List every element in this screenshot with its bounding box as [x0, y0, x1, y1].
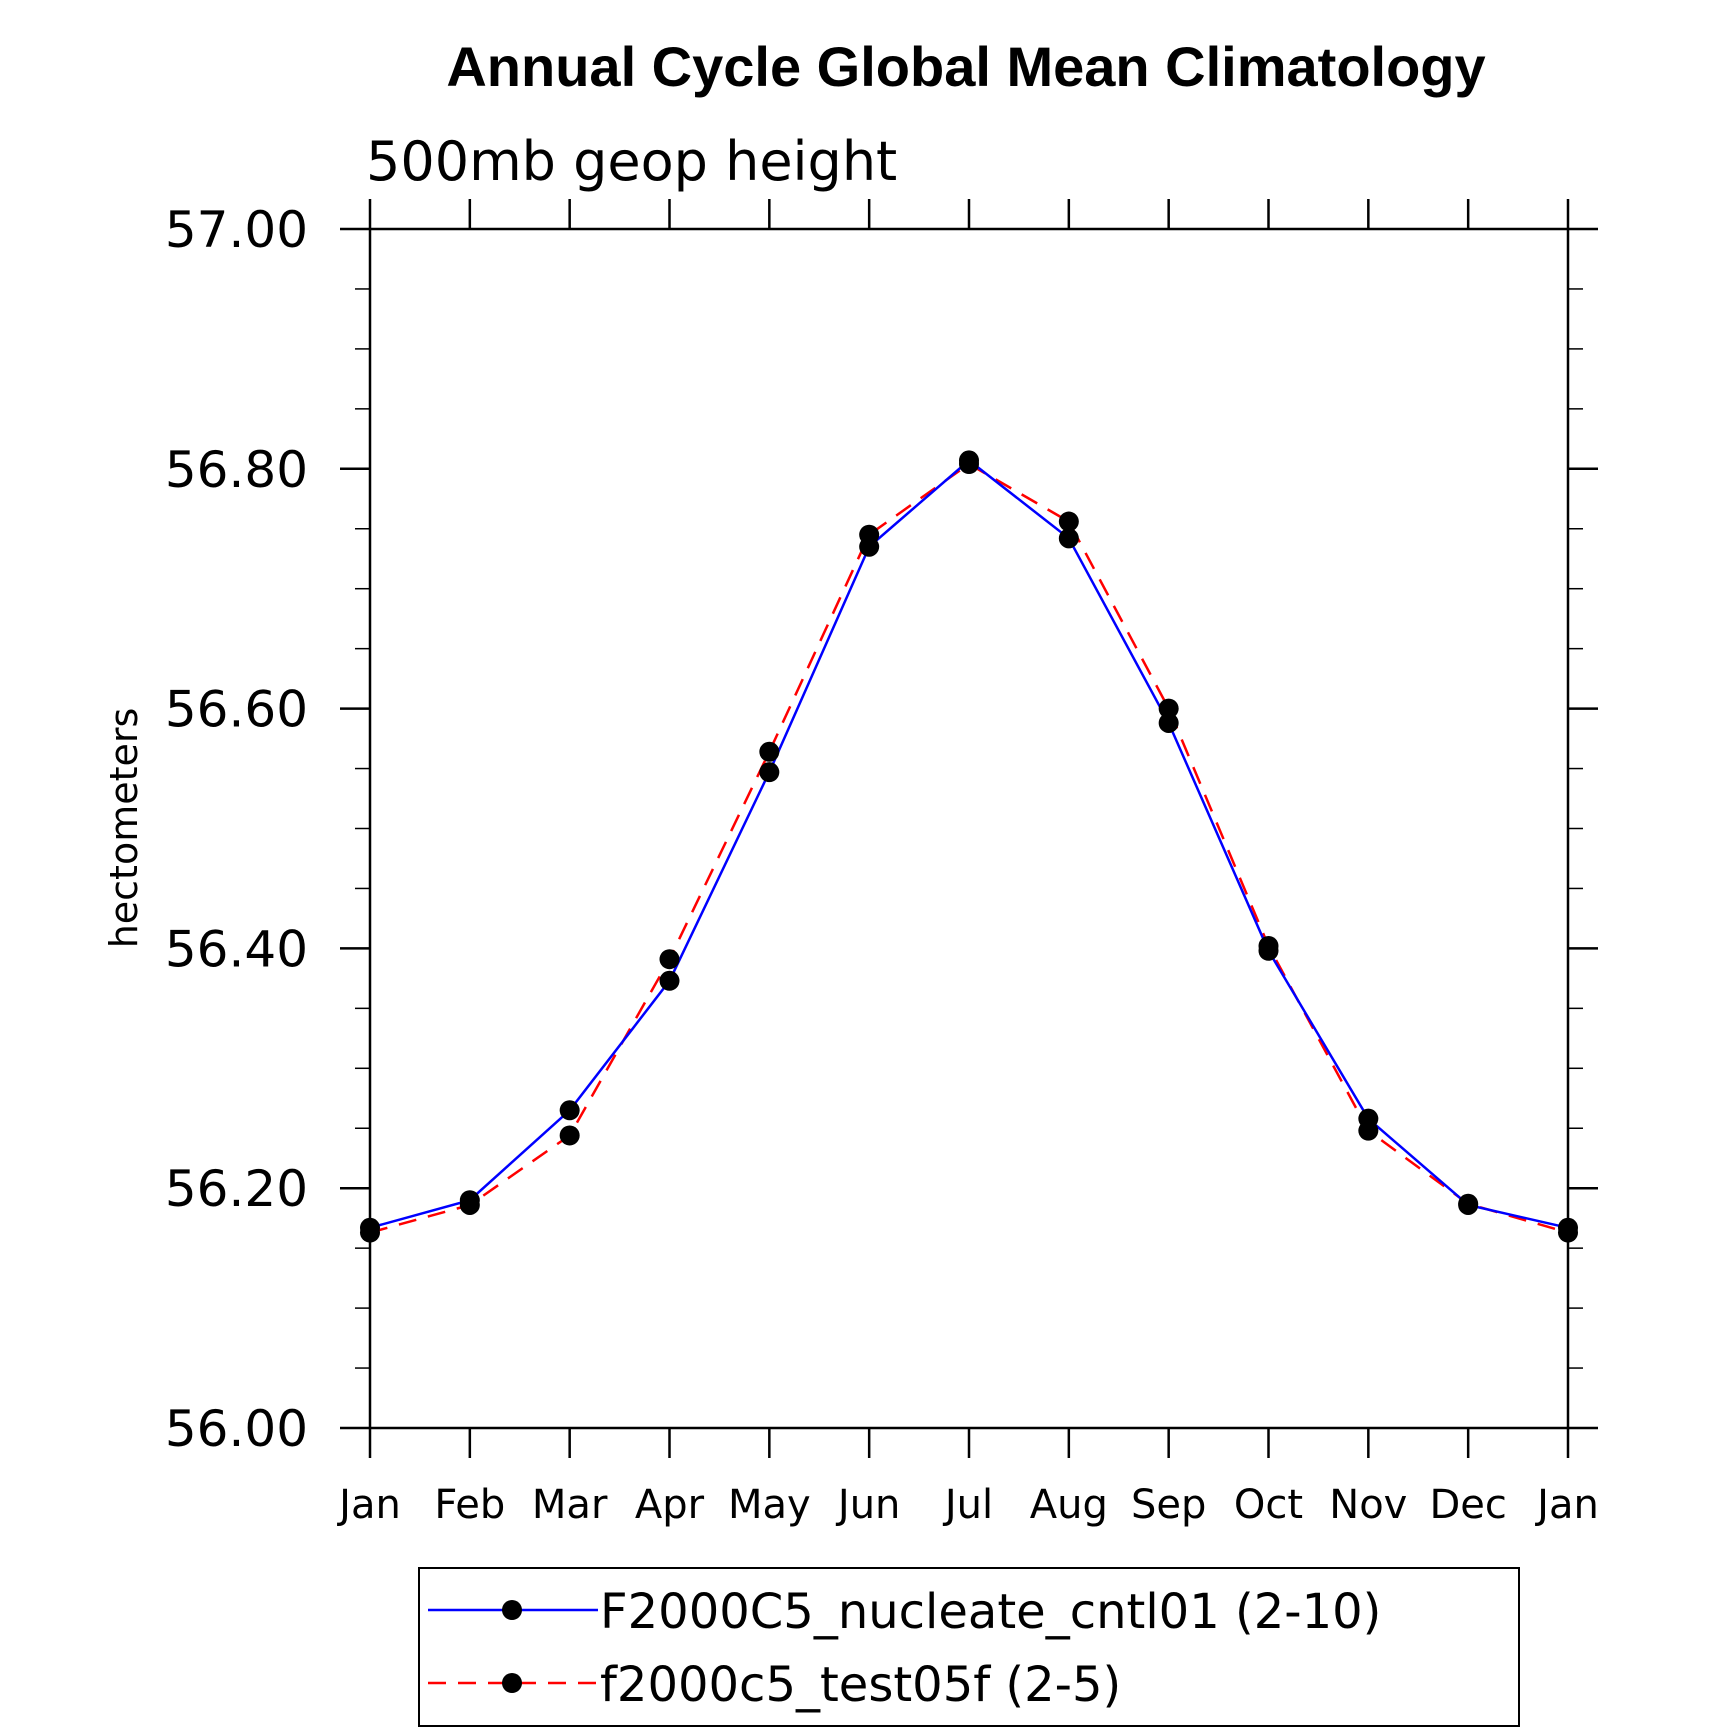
series-2-point: [1258, 936, 1279, 957]
legend-marker-series-2: [502, 1673, 522, 1693]
x-tick-label: Mar: [532, 1482, 608, 1528]
x-tick-label: Oct: [1234, 1482, 1303, 1528]
y-tick-label: 56.60: [165, 681, 308, 739]
series-2-point: [1558, 1222, 1578, 1243]
chart-subtitle: 500mb geop height: [366, 130, 897, 193]
x-tick-label: Sep: [1131, 1482, 1206, 1528]
legend: F2000C5_nucleate_cntl01 (2-10) f2000c5_t…: [418, 1567, 1520, 1727]
series-1-point: [659, 970, 680, 991]
legend-box: [418, 1567, 1520, 1727]
series-layer: [360, 450, 1578, 1243]
series-line-1: [369, 458, 1569, 1230]
legend-label-series-1: F2000C5_nucleate_cntl01 (2-10): [600, 1584, 1381, 1640]
series-1-point: [1158, 712, 1179, 733]
series-2-point: [859, 524, 880, 545]
y-tick-label: 56.00: [165, 1400, 308, 1458]
series-2-point: [1158, 698, 1179, 719]
x-tick-label: Jul: [942, 1482, 993, 1528]
x-tick-label: Jan: [1534, 1482, 1599, 1528]
x-tick-label: Aug: [1030, 1482, 1108, 1528]
x-tick-label: Nov: [1329, 1482, 1407, 1528]
series-1-point: [1058, 528, 1079, 549]
y-tick-label: 56.80: [165, 441, 308, 499]
x-tick-label: May: [728, 1482, 811, 1528]
y-axis-ticks: 56.00 56.20 56.40 56.60 56.80 57.00: [165, 201, 1598, 1458]
series-2-point: [360, 1222, 380, 1243]
series-2-point: [1358, 1120, 1379, 1141]
series-2-point: [559, 1125, 580, 1146]
series-2-point: [459, 1194, 480, 1215]
y-axis-label: hectometers: [102, 708, 146, 949]
y-tick-label: 57.00: [165, 201, 308, 259]
x-tick-label: Jun: [835, 1482, 901, 1528]
x-tick-label: Feb: [434, 1482, 505, 1528]
series-2-point: [1458, 1193, 1479, 1214]
series-1-point: [759, 762, 780, 783]
series-2-point: [959, 454, 979, 475]
chart-title: Annual Cycle Global Mean Climatology: [446, 35, 1485, 98]
x-tick-label: Apr: [635, 1482, 705, 1528]
series-2-point: [1058, 511, 1079, 532]
y-tick-label: 56.40: [165, 920, 308, 978]
plot-frame: [368, 227, 1570, 1430]
series-line-2: [369, 462, 1569, 1234]
series-1-point: [559, 1100, 580, 1121]
series-2-point: [759, 741, 780, 762]
x-axis-ticks: Jan Feb Mar Apr May Jun Jul Aug Sep Oct Nov Dec Jan: [336, 199, 1599, 1528]
y-tick-label: 56.20: [165, 1160, 308, 1218]
x-tick-label: Jan: [336, 1482, 401, 1528]
legend-marker-series-1: [502, 1600, 522, 1620]
x-tick-label: Dec: [1429, 1482, 1506, 1528]
legend-label-series-2: f2000c5_test05f (2-5): [600, 1657, 1121, 1713]
series-2-point: [659, 949, 680, 970]
